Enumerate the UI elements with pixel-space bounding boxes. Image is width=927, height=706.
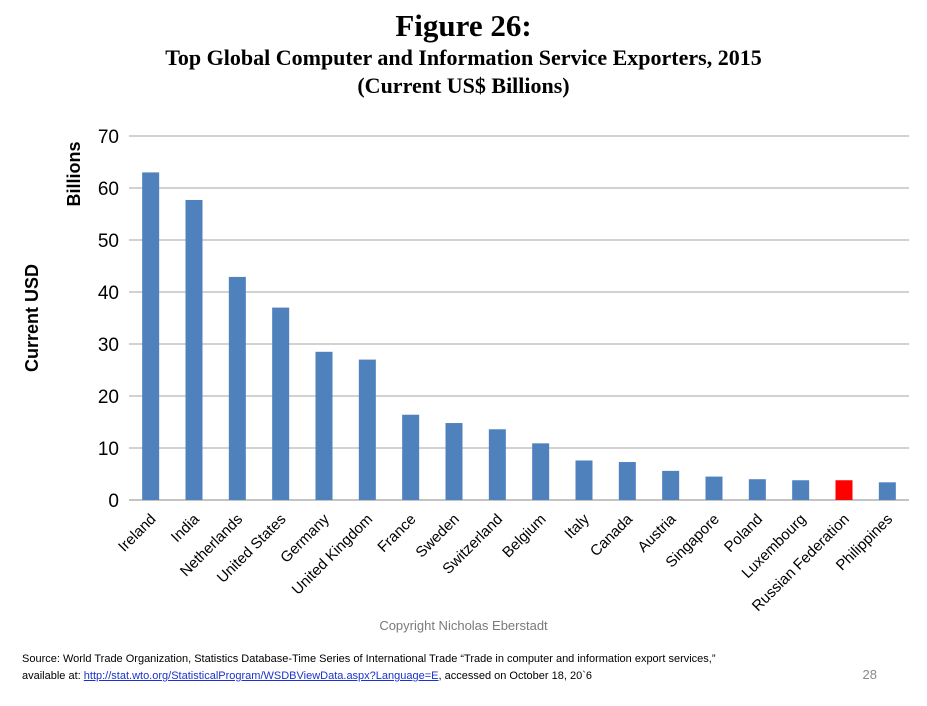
y-axis-title: Current USD [22, 264, 42, 372]
y-tick-label: 70 [98, 127, 119, 148]
title-block: Figure 26: Top Global Computer and Infor… [0, 8, 927, 100]
bar [748, 479, 766, 500]
source-link[interactable]: http://stat.wto.org/StatisticalProgram/W… [83, 670, 439, 682]
bars [142, 172, 896, 500]
bar [705, 476, 723, 500]
source-accessed: , accessed on October 18, 20`6 [438, 670, 592, 682]
y-tick-label: 60 [98, 179, 119, 200]
y-tick-label: 50 [98, 231, 119, 252]
bar [315, 351, 333, 500]
x-tick-label: Italy [561, 510, 593, 542]
bar [445, 423, 463, 500]
x-tick-label: Canada [587, 510, 637, 560]
y-tick-label: 10 [98, 439, 119, 460]
page-number: 28 [862, 667, 877, 682]
bar [575, 460, 593, 500]
y-tick-label: 20 [98, 387, 119, 408]
y-axis-unit-label: Billions [64, 141, 84, 206]
source-available-at: available at: [22, 670, 84, 682]
bar [878, 482, 896, 500]
bar [532, 443, 550, 500]
bar [488, 429, 506, 500]
bar [662, 470, 680, 500]
chart-subtitle-line1: Top Global Computer and Information Serv… [165, 45, 762, 70]
x-tick-label: United Kingdom [289, 511, 376, 598]
x-tick-label: Belgium [499, 511, 549, 561]
x-tick-label: Ireland [115, 511, 159, 555]
bar [618, 462, 636, 500]
bar [272, 307, 290, 500]
y-tick-label: 30 [98, 335, 119, 356]
y-axis-ticks: 0 10 20 30 40 50 60 70 [98, 127, 119, 512]
x-tick-label: India [168, 510, 203, 545]
y-tick-label: 40 [98, 283, 119, 304]
gridlines [129, 135, 909, 501]
chart-subtitle-line2: (Current US$ Billions) [357, 73, 570, 98]
bar [185, 199, 203, 500]
source-text: Source: World Trade Organization, Statis… [22, 653, 716, 665]
y-tick-label: 0 [108, 491, 119, 512]
copyright-notice: Copyright Nicholas Eberstadt [379, 618, 548, 633]
bar [835, 480, 853, 500]
bar [358, 359, 376, 500]
source-note: Source: World Trade Organization, Statis… [22, 651, 822, 685]
bar [402, 414, 420, 500]
bar [142, 172, 160, 500]
bar [228, 276, 246, 500]
bar [792, 480, 810, 500]
chart-title: Figure 26: [395, 8, 532, 43]
